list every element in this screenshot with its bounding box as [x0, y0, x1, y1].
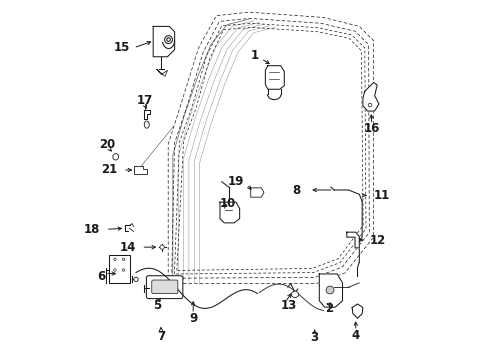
Text: 16: 16	[364, 122, 380, 135]
Text: 19: 19	[228, 175, 245, 188]
Text: 18: 18	[84, 223, 100, 236]
Ellipse shape	[167, 38, 171, 41]
Text: 8: 8	[292, 184, 300, 197]
Ellipse shape	[113, 154, 119, 160]
Ellipse shape	[292, 291, 298, 297]
Polygon shape	[347, 232, 359, 248]
Text: 20: 20	[99, 139, 116, 152]
Text: 12: 12	[369, 234, 386, 247]
FancyBboxPatch shape	[152, 280, 178, 294]
Text: 15: 15	[114, 41, 130, 54]
Text: 6: 6	[98, 270, 105, 283]
Ellipse shape	[114, 258, 116, 261]
Ellipse shape	[134, 277, 138, 282]
Polygon shape	[266, 66, 284, 89]
Polygon shape	[319, 274, 343, 307]
Ellipse shape	[122, 269, 125, 271]
Polygon shape	[157, 69, 168, 76]
Text: 10: 10	[220, 197, 236, 210]
Ellipse shape	[368, 103, 372, 107]
FancyBboxPatch shape	[147, 276, 183, 298]
Text: 4: 4	[352, 329, 360, 342]
Ellipse shape	[160, 245, 164, 249]
Ellipse shape	[122, 258, 125, 261]
Ellipse shape	[114, 269, 116, 271]
Text: 21: 21	[101, 163, 118, 176]
Polygon shape	[153, 26, 174, 57]
Text: 11: 11	[373, 189, 390, 202]
Polygon shape	[352, 304, 363, 318]
Ellipse shape	[326, 286, 334, 294]
Text: 5: 5	[153, 299, 162, 312]
Ellipse shape	[165, 36, 172, 44]
Text: 9: 9	[189, 312, 197, 325]
Text: 1: 1	[250, 49, 259, 62]
Polygon shape	[144, 111, 149, 119]
Bar	[109, 255, 130, 283]
Ellipse shape	[144, 121, 149, 128]
Text: 17: 17	[137, 94, 153, 107]
Polygon shape	[251, 188, 264, 197]
Text: 14: 14	[120, 240, 136, 254]
Polygon shape	[220, 202, 240, 223]
Text: 7: 7	[157, 330, 165, 343]
Text: 3: 3	[311, 332, 319, 345]
Text: 13: 13	[281, 299, 297, 312]
Polygon shape	[134, 166, 147, 174]
Polygon shape	[363, 82, 379, 111]
Text: 2: 2	[325, 302, 333, 315]
